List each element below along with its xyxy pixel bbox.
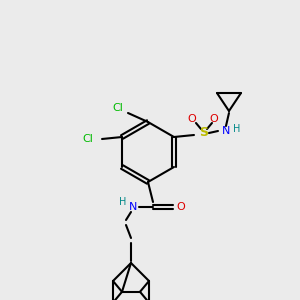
Text: H: H: [119, 197, 127, 207]
Text: Cl: Cl: [82, 134, 94, 144]
Text: N: N: [129, 202, 137, 212]
Text: N: N: [222, 126, 230, 136]
Text: Cl: Cl: [112, 103, 123, 113]
Text: S: S: [200, 127, 208, 140]
Text: H: H: [233, 124, 241, 134]
Text: O: O: [188, 114, 196, 124]
Text: O: O: [177, 202, 185, 212]
Text: O: O: [210, 114, 218, 124]
